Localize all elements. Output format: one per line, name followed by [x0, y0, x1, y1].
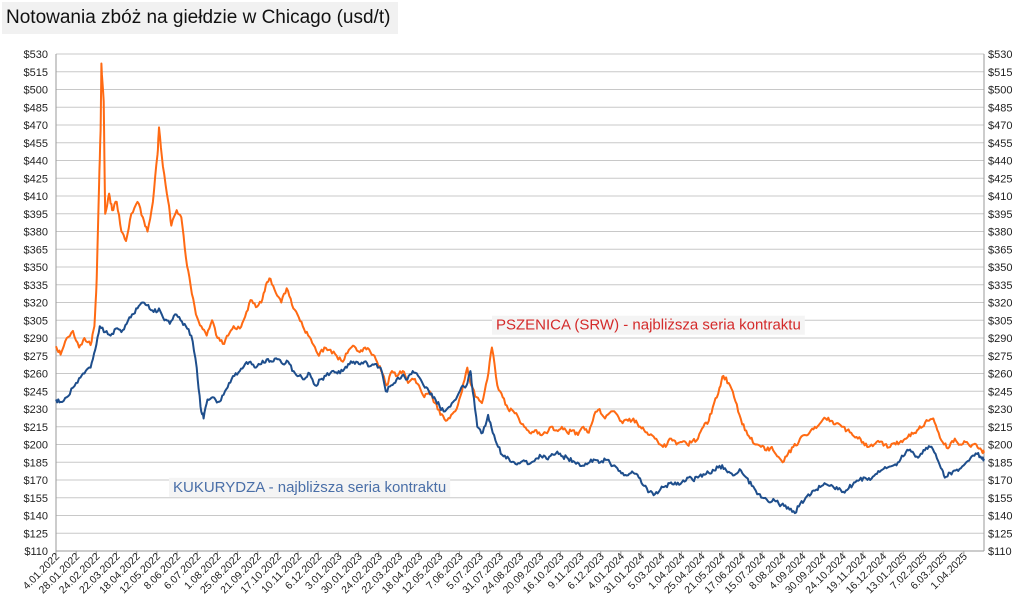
y-tick-label: $125	[988, 528, 1012, 540]
y-tick-label: $140	[988, 511, 1012, 523]
y-tick-label: $230	[24, 404, 48, 416]
y-tick-label: $290	[24, 333, 48, 345]
chart-title: Notowania zbóż na giełdzie w Chicago (us…	[2, 2, 399, 34]
y-tick-label: $515	[988, 67, 1012, 79]
y-tick-label: $245	[988, 386, 1012, 398]
series-label-background	[492, 315, 805, 335]
y-tick-label: $530	[988, 49, 1012, 61]
y-tick-label: $275	[24, 351, 48, 363]
y-tick-label: $515	[24, 67, 48, 79]
series-label-background	[169, 477, 451, 497]
y-tick-label: $215	[24, 422, 48, 434]
y-tick-label: $110	[24, 546, 48, 558]
y-tick-label: $305	[988, 315, 1012, 327]
wheat-series-line	[55, 62, 985, 464]
y-tick-label: $500	[988, 85, 1012, 97]
y-tick-label: $275	[988, 351, 1012, 363]
y-tick-label: $350	[24, 262, 48, 274]
y-tick-label: $125	[24, 528, 48, 540]
y-tick-label: $335	[24, 280, 48, 292]
y-tick-label: $455	[24, 138, 48, 150]
y-tick-label: $440	[988, 156, 1012, 168]
x-axis-ticks: 4.01.202228.01.202224.02.202222.03.20221…	[21, 551, 970, 597]
y-tick-label: $305	[24, 315, 48, 327]
y-tick-label: $455	[988, 138, 1012, 150]
y-tick-label: $500	[24, 85, 48, 97]
y-tick-label: $200	[988, 440, 1012, 452]
y-tick-label: $395	[24, 209, 48, 221]
y-tick-label: $335	[988, 280, 1012, 292]
y-tick-label: $170	[24, 475, 48, 487]
y-tick-label: $200	[24, 440, 48, 452]
y-tick-label: $440	[24, 156, 48, 168]
y-axis-left-ticks: $110 $125 $140 $155 $170 $185 $200 $215 $230 $245…	[24, 49, 48, 558]
wheat-series-label: PSZENICA (SRW) - najbliższa seria kontra…	[496, 317, 801, 334]
y-tick-label: $470	[988, 120, 1012, 132]
y-tick-label: $410	[24, 191, 48, 203]
y-tick-label: $320	[988, 298, 1012, 310]
y-tick-label: $395	[988, 209, 1012, 221]
y-tick-label: $365	[24, 244, 48, 256]
gridlines	[56, 53, 984, 552]
y-tick-label: $230	[988, 404, 1012, 416]
y-tick-label: $410	[988, 191, 1012, 203]
corn-series-line	[55, 301, 985, 515]
y-tick-label: $530	[24, 49, 48, 61]
y-tick-label: $185	[988, 457, 1012, 469]
y-tick-label: $260	[24, 369, 48, 381]
y-tick-label: $380	[988, 227, 1012, 239]
y-tick-label: $185	[24, 457, 48, 469]
y-tick-label: $245	[24, 386, 48, 398]
y-tick-label: $365	[988, 244, 1012, 256]
y-tick-label: $485	[24, 102, 48, 114]
series-lines	[55, 62, 985, 515]
y-tick-label: $140	[24, 511, 48, 523]
y-tick-label: $485	[988, 102, 1012, 114]
y-tick-label: $425	[988, 173, 1012, 185]
y-tick-label: $290	[988, 333, 1012, 345]
y-tick-label: $170	[988, 475, 1012, 487]
y-tick-label: $380	[24, 227, 48, 239]
y-tick-label: $155	[988, 493, 1012, 505]
y-axis-right-ticks: $110 $125 $140 $155 $170 $185 $200 $215 $230 $245…	[988, 49, 1012, 558]
y-tick-label: $155	[24, 493, 48, 505]
corn-series-label: KUKURYDZA - najbliższa seria kontraktu	[173, 479, 446, 496]
series-labels: PSZENICA (SRW) - najbliższa seria kontra…	[169, 315, 805, 497]
y-tick-label: $320	[24, 298, 48, 310]
y-tick-label: $350	[988, 262, 1012, 274]
y-tick-label: $470	[24, 120, 48, 132]
y-tick-label: $425	[24, 173, 48, 185]
y-tick-label: $215	[988, 422, 1012, 434]
y-tick-label: $110	[988, 546, 1012, 558]
y-tick-label: $260	[988, 369, 1012, 381]
